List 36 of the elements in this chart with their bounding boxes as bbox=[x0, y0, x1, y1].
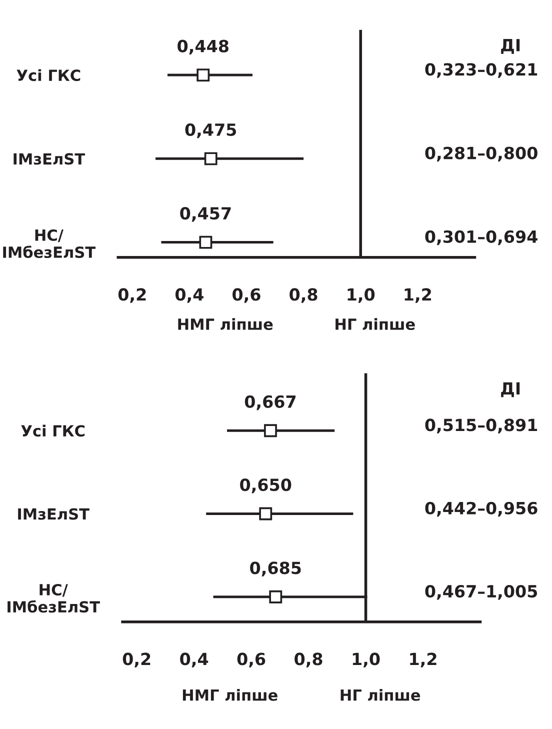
x-tick-label: 0,8 bbox=[290, 288, 318, 303]
x-tick-label: 0,4 bbox=[180, 652, 208, 668]
x-tick-label: 1,0 bbox=[348, 288, 375, 303]
data-label: 0,650 bbox=[240, 478, 292, 494]
x-tick-label: 0,4 bbox=[175, 288, 204, 303]
x-tick-label: 1,0 bbox=[352, 652, 380, 668]
text: НГ ліпше bbox=[340, 689, 420, 701]
x-tick-label: 1,2 bbox=[404, 288, 431, 303]
text: НГ ліпше bbox=[336, 318, 415, 330]
x-tick-label: 1,2 bbox=[410, 652, 436, 668]
data-label: 0,448 bbox=[178, 40, 228, 54]
data-label: 0,475 bbox=[185, 123, 236, 138]
x-tick-label: 0,8 bbox=[294, 652, 322, 668]
x-tick-label: 0,6 bbox=[232, 288, 260, 303]
annotation: 0,467–1,005 bbox=[425, 584, 538, 600]
y-tick-label: НС/ IMбезЕлST bbox=[8, 584, 100, 613]
y-tick-label: НС/ IMбезЕлST bbox=[3, 229, 96, 258]
data-label: 0,685 bbox=[250, 562, 301, 576]
y-tick-label: Усі ГКС bbox=[21, 424, 85, 437]
y-tick-label: IMзЕлST bbox=[14, 153, 86, 165]
text: ДІ bbox=[501, 39, 520, 54]
data-label: 0,667 bbox=[244, 395, 296, 410]
y-tick-label: IMзЕлST bbox=[18, 508, 90, 520]
x-tick-label: 0,2 bbox=[118, 288, 146, 303]
annotation: 0,323–0,621 bbox=[425, 63, 538, 78]
annotation: 0,281–0,800 bbox=[425, 146, 538, 162]
annotation: 0,442–0,956 bbox=[425, 502, 538, 517]
data-label: 0,457 bbox=[180, 207, 231, 222]
x-tick-label: 0,6 bbox=[237, 652, 266, 668]
annotation: 0,301–0,694 bbox=[425, 230, 538, 246]
text: НМГ ліпше bbox=[182, 689, 278, 701]
x-tick-label: 0,2 bbox=[122, 652, 150, 668]
text: ДІ bbox=[501, 382, 520, 398]
annotation: 0,515–0,891 bbox=[425, 418, 538, 434]
y-tick-label: Усі ГКС bbox=[16, 69, 80, 82]
text: НМГ ліпше bbox=[178, 318, 273, 330]
